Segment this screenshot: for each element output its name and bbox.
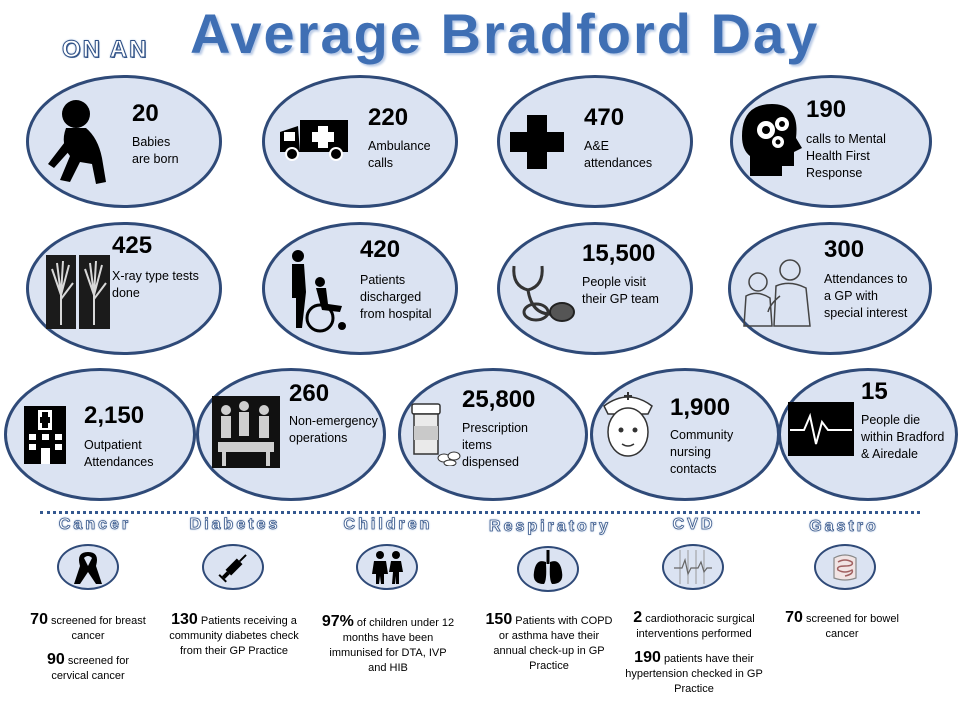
ecg-strip-icon	[674, 550, 712, 584]
stat-value: 15,500	[582, 240, 656, 267]
category-stat: 97% of children under 12 months have bee…	[321, 613, 455, 675]
stat-value: 470	[584, 104, 625, 131]
stat-label: Attendances to a GP with special interes…	[824, 272, 908, 320]
medical-cross-icon	[510, 115, 564, 169]
stat-card-gp-visits	[497, 222, 693, 355]
stat-value: 2,150	[84, 402, 145, 429]
category-stat: 130 Patients receiving a community diabe…	[169, 611, 299, 658]
stat-value: 190	[806, 96, 847, 123]
category-stat: 190 patients have their hypertension che…	[625, 649, 763, 696]
baby-icon	[48, 100, 106, 184]
section-divider	[40, 511, 920, 514]
wheelchair-icon	[292, 250, 346, 333]
stat-label: Community nursing contacts	[670, 428, 734, 476]
category-stat: 150 Patients with COPD or asthma have th…	[485, 611, 613, 673]
stat-label: Patients discharged from hospital	[360, 273, 432, 321]
category-stat: 90 screened for cervical cancer	[46, 651, 129, 683]
hospital-building-icon	[24, 406, 66, 464]
stat-value: 220	[368, 104, 409, 131]
title-prefix: ON AN	[61, 36, 149, 64]
category-title-children: Children	[343, 516, 433, 534]
stat-value: 1,900	[670, 394, 731, 421]
doctor-patient-icon	[743, 259, 811, 327]
pill-bottle-icon	[411, 403, 461, 466]
operating-theatre-icon	[212, 396, 280, 468]
stat-label: calls to Mental Health First Response	[806, 132, 886, 180]
lungs-icon	[533, 550, 563, 584]
category-stat: 70 screened for breast cancer	[30, 611, 146, 643]
category-title-cancer: Cancer	[58, 516, 132, 534]
children-icon	[372, 551, 403, 584]
page-title: Average Bradford Day	[190, 2, 820, 65]
mental-health-head-icon	[742, 104, 802, 176]
page-header: ON AN Average Bradford Day	[0, 4, 960, 64]
heart-monitor-icon	[788, 402, 854, 456]
syringe-icon	[218, 554, 247, 583]
nurse-icon	[603, 392, 653, 457]
stat-label: Ambulance calls	[368, 139, 431, 170]
stat-card-mental-health	[730, 75, 932, 208]
stat-label: X-ray type tests done	[112, 269, 199, 300]
stat-value: 20	[132, 100, 159, 127]
ambulance-icon	[280, 120, 348, 161]
stat-value: 300	[824, 236, 865, 263]
stat-label: Outpatient Attendances	[84, 438, 154, 469]
stat-card-babies	[26, 75, 222, 208]
awareness-ribbon-icon	[74, 552, 102, 584]
stat-value: 15	[861, 378, 888, 405]
stat-value: 260	[289, 380, 330, 407]
stat-label: Prescription items dispensed	[462, 421, 528, 469]
stat-label: People visit their GP team	[582, 275, 659, 306]
category-title-cvd: CVD	[672, 516, 716, 534]
category-title-diabetes: Diabetes	[189, 516, 281, 534]
stat-card-gp-special	[728, 222, 932, 355]
intestines-icon	[833, 554, 857, 581]
stat-label: A&E attendances	[584, 139, 653, 170]
stethoscope-icon	[512, 265, 575, 322]
stat-label: Babies are born	[132, 135, 179, 166]
category-stat: 2 cardiothoracic surgical interventions …	[633, 609, 755, 641]
category-stat: 70 screened for bowel cancer	[785, 609, 899, 641]
category-icon-circle	[356, 544, 418, 590]
stat-value: 420	[360, 236, 401, 263]
stat-value: 25,800	[462, 386, 536, 413]
category-title-gastro: Gastro	[809, 518, 879, 536]
stat-label: Non-emergency operations	[289, 414, 378, 445]
stat-card-xray	[26, 222, 222, 355]
xray-hands-icon	[46, 255, 110, 329]
category-icon-circle	[662, 544, 724, 590]
stat-value: 425	[112, 232, 153, 259]
category-title-respiratory: Respiratory	[489, 518, 611, 536]
category-icon-circle	[814, 544, 876, 590]
stat-label: People die within Bradford & Airedale	[861, 413, 945, 461]
